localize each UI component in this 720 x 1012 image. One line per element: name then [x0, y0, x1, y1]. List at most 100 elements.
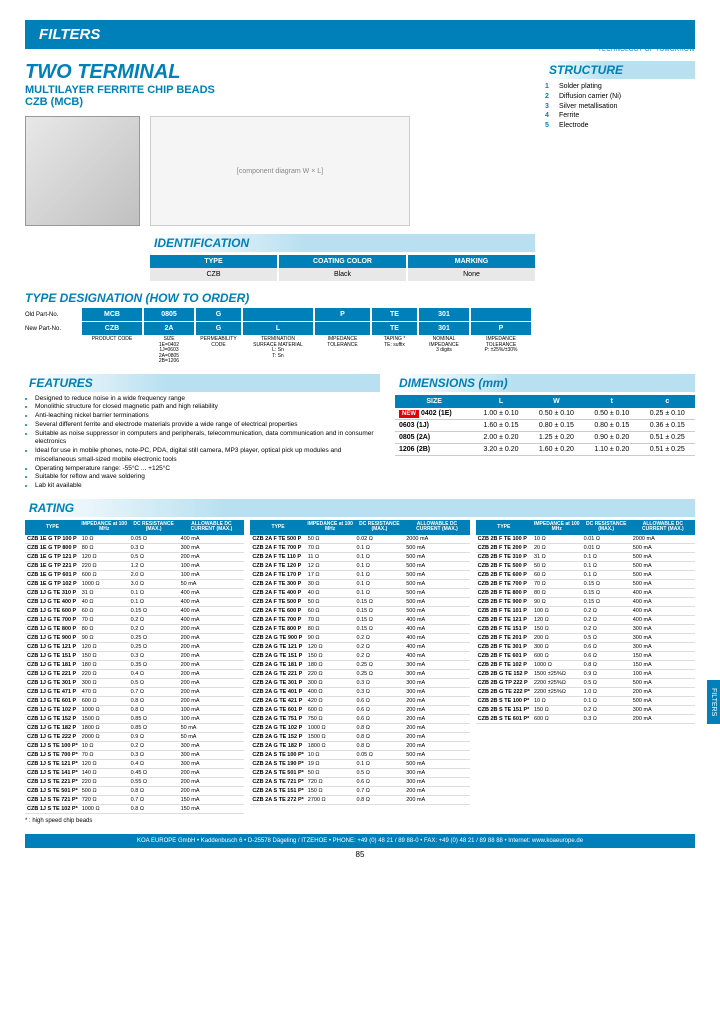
rating-row: CZB 2B F TE 201 P200 Ω0.5 Ω300 mA — [476, 633, 695, 642]
rating-row: CZB 2A G TE 401 P400 Ω0.3 Ω300 mA — [250, 687, 469, 696]
header-bar: FILTERS — [25, 20, 695, 49]
desig-desc-cell: TERMINATIONSURFACE MATERIALL: SnT: Sn — [243, 336, 313, 366]
rating-row: CZB 1J G TE 700 P70 Ω0.2 Ω400 mA — [25, 615, 244, 624]
desig-new-cell: 2A — [144, 322, 194, 335]
dim-header: c — [640, 395, 695, 408]
rating-row: CZB 2A S TE 272 P*2700 Ω0.8 Ω200 mA — [250, 795, 469, 804]
desig-desc-cell: SIZE1E=04021J=06032A=08052B=1206 — [144, 336, 194, 366]
feature-item: Monolithic structure for closed magnetic… — [35, 403, 380, 412]
rating-row: CZB 2A F TE 170 P17 Ω0.1 Ω500 mA — [250, 570, 469, 579]
rating-row: CZB 1J S TE 501 P*500 Ω0.8 Ω200 mA — [25, 786, 244, 795]
structure-title: STRUCTURE — [545, 61, 695, 79]
rating-row: CZB 1J S TE 100 P*10 Ω0.2 Ω300 mA — [25, 741, 244, 750]
rating-row: CZB 1J G TE 121 P120 Ω0.25 Ω200 mA — [25, 642, 244, 651]
rating-row: CZB 2B G TE 222 P*2200 ±25%Ω1.0 Ω200 mA — [476, 687, 695, 696]
desig-desc-cell: IMPEDANCETOLERANCEP: ±25%/±30% — [471, 336, 531, 366]
structure-box: STRUCTURE 1Solder plating2Diffusion carr… — [545, 61, 695, 281]
feature-item: Suitable for reflow and wave soldering — [35, 473, 380, 482]
desig-old-cell: P — [315, 308, 370, 321]
ident-col: COATING COLORBlack — [279, 255, 406, 281]
rating-row: CZB 1E G TP 100 P10 Ω0.05 Ω400 mA — [25, 535, 244, 544]
dim-row: 1206 (2B)3.20 ± 0.201.60 ± 0.201.10 ± 0.… — [395, 443, 695, 455]
rating-header: ALLOWABLE DC CURRENT (MAX.) — [631, 520, 695, 535]
rating-row: CZB 2A F TE 300 P30 Ω0.1 Ω500 mA — [250, 579, 469, 588]
dim-row: NEW0402 (1E)1.00 ± 0.100.50 ± 0.100.50 ±… — [395, 408, 695, 420]
features-section: FEATURES Designed to reduce noise in a w… — [25, 374, 380, 491]
rating-row: CZB 2A F TE 700 P70 Ω0.15 Ω400 mA — [250, 615, 469, 624]
datasheet-page: KOA TECHNOLOGY OF TOMORROW FILTERS TWO T… — [0, 0, 720, 879]
structure-item: 5Electrode — [545, 121, 695, 131]
rating-row: CZB 2A G TE 751 P750 Ω0.6 Ω200 mA — [250, 714, 469, 723]
rating-row: CZB 1J G TE 471 P470 Ω0.7 Ω200 mA — [25, 687, 244, 696]
structure-item: 3Silver metallisation — [545, 102, 695, 112]
rating-row: CZB 2A G TE 221 P220 Ω0.25 Ω300 mA — [250, 669, 469, 678]
rating-row: CZB 1J S TE 700 P*70 Ω0.3 Ω300 mA — [25, 750, 244, 759]
desig-new-cell: L — [243, 322, 313, 335]
rating-row: CZB 1J G TE 221 P220 Ω0.4 Ω200 mA — [25, 669, 244, 678]
rating-row: CZB 1J G TE 900 P90 Ω0.25 Ω200 mA — [25, 633, 244, 642]
rating-row: CZB 2B F TE 700 P70 Ω0.15 Ω500 mA — [476, 579, 695, 588]
rating-row: CZB 2A G TE 900 P90 Ω0.2 Ω400 mA — [250, 633, 469, 642]
structure-diagram: [component diagram W × L] — [150, 116, 410, 226]
rating-header: DC RESISTANCE (MAX.) — [355, 520, 405, 535]
rating-row: CZB 2B G TP 222 P2200 ±25%Ω0.5 Ω500 mA — [476, 678, 695, 687]
rating-row: CZB 2A G TE 301 P300 Ω0.3 Ω300 mA — [250, 678, 469, 687]
rating-tables: TYPEIMPEDANCE at 100 MHzDC RESISTANCE (M… — [25, 520, 695, 814]
desig-desc-cell: PERMEABILITYCODE — [196, 336, 241, 366]
title-block: TWO TERMINAL MULTILAYER FERRITE CHIP BEA… — [25, 61, 535, 108]
ident-col: TYPECZB — [150, 255, 277, 281]
identification-title: IDENTIFICATION — [150, 234, 535, 252]
desig-old-cell: 301 — [419, 308, 469, 321]
rating-row: CZB 1J G TE 400 P40 Ω0.1 Ω400 mA — [25, 597, 244, 606]
identification-section: IDENTIFICATION TYPECZBCOATING COLORBlack… — [150, 234, 535, 281]
structure-item: 2Diffusion carrier (Ni) — [545, 92, 695, 102]
rating-row: CZB 2B F TE 301 P300 Ω0.6 Ω300 mA — [476, 642, 695, 651]
title-sub: MULTILAYER FERRITE CHIP BEADS — [25, 84, 535, 96]
feature-item: Anti-leaching nickel barrier termination… — [35, 412, 380, 421]
rating-row: CZB 2A G TE 181 P180 Ω0.25 Ω300 mA — [250, 660, 469, 669]
feature-item: Operating temperature range: -55°C ... +… — [35, 465, 380, 474]
rating-row: CZB 1J S TE 141 P*140 Ω0.45 Ω200 mA — [25, 768, 244, 777]
rating-row: CZB 2B F TE 101 P100 Ω0.2 Ω400 mA — [476, 606, 695, 615]
rating-row: CZB 2B F TE 102 P1000 Ω0.8 Ω150 mA — [476, 660, 695, 669]
rating-header: IMPEDANCE at 100 MHz — [306, 520, 355, 535]
feature-item: Ideal for use in mobile phones, note-PC,… — [35, 447, 380, 465]
rating-row: CZB 1J G TE 600 P60 Ω0.15 Ω400 mA — [25, 606, 244, 615]
rating-row: CZB 1J G TE 601 P600 Ω0.8 Ω200 mA — [25, 696, 244, 705]
desig-old-cell: 0805 — [144, 308, 194, 321]
footnote: * : high speed chip beads — [25, 818, 695, 824]
rating-title: RATING — [25, 499, 695, 517]
logo-tagline: TECHNOLOGY OF TOMORROW — [598, 47, 695, 53]
rating-row: CZB 2A F TE 120 P12 Ω0.1 Ω500 mA — [250, 561, 469, 570]
rating-row: CZB 2B S TE 601 P*600 Ω0.3 Ω200 mA — [476, 714, 695, 723]
new-part-label: New Part-No. — [25, 326, 80, 332]
rating-row: CZB 2A G TE 152 P1500 Ω0.8 Ω200 mA — [250, 732, 469, 741]
rating-row: CZB 2A G TE 151 P150 Ω0.2 Ω400 mA — [250, 651, 469, 660]
rating-row: CZB 2A G TE 182 P1800 Ω0.8 Ω200 mA — [250, 741, 469, 750]
desig-old-cell: TE — [372, 308, 417, 321]
rating-column: TYPEIMPEDANCE at 100 MHzDC RESISTANCE (M… — [25, 520, 244, 814]
desig-new-cell: 301 — [419, 322, 469, 335]
desig-old-cell: MCB — [82, 308, 142, 321]
new-badge: NEW — [399, 410, 419, 418]
dimensions-title: DIMENSIONS (mm) — [395, 374, 695, 392]
rating-row: CZB 2B F TE 200 P20 Ω0.01 Ω500 mA — [476, 543, 695, 552]
rating-header: IMPEDANCE at 100 MHz — [532, 520, 582, 535]
rating-row: CZB 2A F TE 600 P60 Ω0.15 Ω500 mA — [250, 606, 469, 615]
dim-header: t — [584, 395, 639, 408]
structure-item: 1Solder plating — [545, 82, 695, 92]
rating-row: CZB 2A G TE 102 P1000 Ω0.8 Ω200 mA — [250, 723, 469, 732]
rating-row: CZB 1J G TE 152 P1500 Ω0.85 Ω100 mA — [25, 714, 244, 723]
rating-row: CZB 2B F TE 121 P120 Ω0.2 Ω400 mA — [476, 615, 695, 624]
rating-row: CZB 1J G TE 181 P180 Ω0.35 Ω200 mA — [25, 660, 244, 669]
rating-row: CZB 1J G TE 182 P1800 Ω0.85 Ω50 mA — [25, 723, 244, 732]
rating-header: DC RESISTANCE (MAX.) — [582, 520, 631, 535]
desig-new-cell: P — [471, 322, 531, 335]
logo-area: KOA TECHNOLOGY OF TOMORROW — [598, 15, 695, 53]
rating-row: CZB 2B F TE 100 P10 Ω0.01 Ω2000 mA — [476, 535, 695, 544]
rating-row: CZB 1J G TE 310 P31 Ω0.1 Ω400 mA — [25, 588, 244, 597]
desig-old-cell — [243, 308, 313, 321]
rating-row: CZB 2A S TE 501 P*50 Ω0.5 Ω300 mA — [250, 768, 469, 777]
rating-row: CZB 2A F TE 110 P11 Ω0.1 Ω500 mA — [250, 552, 469, 561]
rating-row: CZB 2B S TE 100 P*10 Ω0.1 Ω500 mA — [476, 696, 695, 705]
